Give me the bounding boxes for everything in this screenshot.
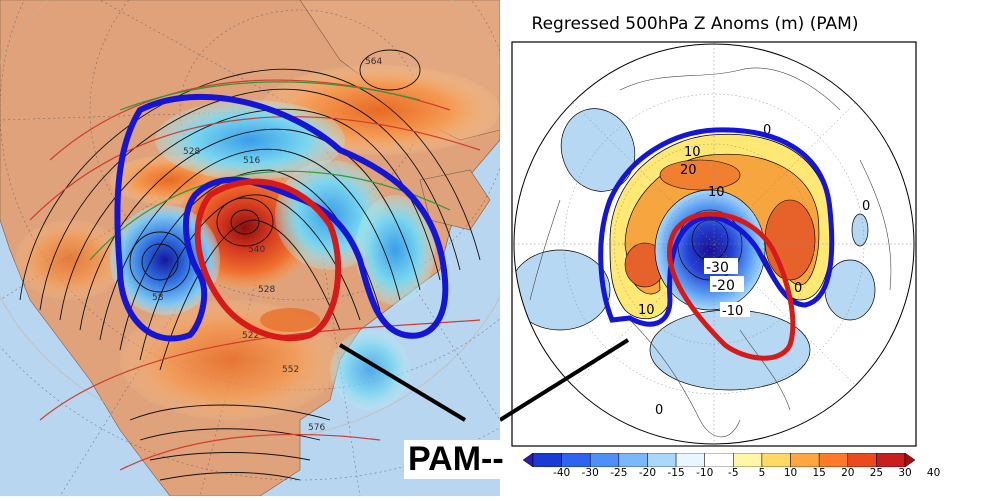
right-connector-line [500, 338, 630, 422]
colorbar-tick-label: 15 [812, 467, 826, 479]
contour-label-0-right: 0 [794, 281, 802, 296]
contour-label-minus10: -10 [722, 304, 743, 319]
height-label-1: 564 [365, 57, 382, 67]
polar-grid [514, 44, 914, 444]
colorbar-left-arrow [523, 453, 534, 467]
contour-label-20: 20 [680, 163, 697, 178]
height-label-8: 522 [242, 331, 259, 341]
colorbar-swatch [704, 453, 734, 467]
right-red-outline [667, 211, 796, 361]
pam-label: PAM-- [404, 440, 508, 479]
map-frame [511, 41, 917, 447]
contour-label-minus20: -20 [712, 278, 735, 294]
right-map-graphic: 10 20 10 -30 -20 -10 10 0 0 0 0 [500, 41, 917, 447]
left-map-graphic: 564 528 516 540 528 552 576 522 58 [0, 0, 691, 497]
contour-label-minus30: -30 [706, 260, 729, 276]
colorbar-swatch [876, 453, 906, 467]
colorbar-tick-label: 20 [841, 467, 855, 479]
colorbar-tick-label: -40 [553, 467, 571, 479]
contour-label-10-mid: 10 [708, 185, 725, 200]
contour-label-10-left: 10 [638, 303, 655, 318]
left-forecast-map: 564 528 516 540 528 552 576 522 58 [0, 0, 691, 497]
height-label-3: 516 [243, 156, 260, 166]
contour-label-0-bottom: 0 [655, 403, 663, 418]
colorbar-tick-label: 10 [783, 467, 798, 479]
colorbar-tick-label: 30 [898, 467, 912, 479]
left-connector-line [338, 343, 467, 422]
height-label-4: 540 [248, 245, 265, 255]
colorbar-swatch [589, 453, 620, 467]
colorbar-swatch [847, 453, 877, 467]
height-label-5: 528 [258, 285, 275, 295]
colorbar: -40 -30 -25 -20 -15 -10 -5 5 10 15 20 25 30 40 [523, 453, 940, 491]
left-red-outline [194, 178, 342, 342]
colorbar-swatch [818, 453, 849, 467]
contour-label-0-top: 0 [763, 123, 771, 138]
colorbar-tick-label: -20 [638, 467, 657, 479]
colorbar-swatch [561, 453, 591, 467]
height-label-7: 576 [308, 423, 325, 433]
contour-label-10-top: 10 [684, 145, 701, 160]
colorbar-swatch [618, 453, 648, 467]
right-regression-panel: Regressed 500hPa Z Anoms (m) (PAM) [500, 0, 1000, 496]
colorbar-tick-label: 25 [869, 467, 884, 479]
thickness-lines [29, 79, 481, 471]
contour-labels: 10 20 10 -30 -20 -10 10 0 0 0 0 [638, 123, 870, 418]
colorbar-tick-label: -15 [667, 467, 685, 479]
colorbar-swatch [733, 453, 763, 467]
colorbar-right-arrow [904, 453, 915, 467]
colorbar-swatch [790, 453, 820, 467]
colorbar-tick-label: -10 [696, 467, 714, 479]
height-label-6: 552 [282, 365, 299, 375]
colorbar-swatch [761, 453, 791, 467]
colorbar-swatch [647, 453, 677, 467]
contour-label-0-east: 0 [862, 199, 870, 214]
height-label-2: 528 [183, 147, 200, 157]
height-labels: 564 528 516 540 528 552 576 522 58 [152, 57, 382, 433]
colorbar-swatches [523, 453, 915, 467]
height-label-9: 58 [152, 293, 164, 303]
colorbar-tick-label: -5 [728, 467, 739, 479]
colorbar-tick-label: -30 [581, 467, 599, 479]
colorbar-tick-label: 5 [758, 467, 766, 479]
colorbar-tick-label: 40 [926, 467, 941, 479]
globe-edge [513, 43, 915, 445]
colorbar-swatch [532, 453, 562, 467]
colorbar-swatch [675, 453, 705, 467]
regression-title: Regressed 500hPa Z Anoms (m) (PAM) [531, 14, 859, 34]
colorbar-tick-label: -25 [610, 467, 628, 479]
